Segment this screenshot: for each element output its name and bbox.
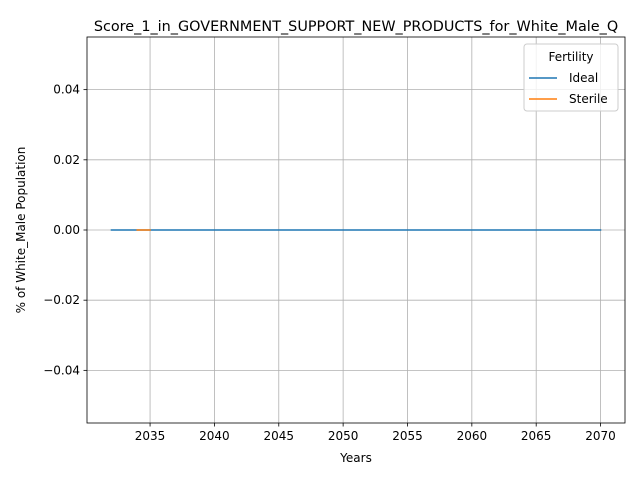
y-tick-label: −0.02: [43, 293, 80, 307]
x-axis-label: Years: [339, 451, 372, 465]
chart-title: Score_1_in_GOVERNMENT_SUPPORT_NEW_PRODUC…: [94, 19, 618, 35]
x-axis-ticks: 2035 2040 2045 2050 2055 2060 2065 2070: [135, 423, 616, 443]
x-tick-label: 2045: [264, 429, 295, 443]
x-tick-label: 2060: [457, 429, 488, 443]
legend-label-sterile: Sterile: [569, 92, 608, 106]
x-tick-label: 2055: [392, 429, 423, 443]
y-tick-label: 0.02: [53, 153, 80, 167]
x-tick-label: 2035: [135, 429, 166, 443]
y-axis-label: % of White_Male Population: [14, 147, 28, 314]
y-axis-ticks: −0.04 −0.02 0.00 0.02 0.04: [43, 83, 87, 377]
legend-title: Fertility: [548, 50, 593, 64]
legend-label-ideal: Ideal: [569, 71, 598, 85]
y-tick-label: −0.04: [43, 363, 80, 377]
x-tick-label: 2040: [199, 429, 230, 443]
legend-box: [523, 43, 619, 112]
legend: Fertility Ideal Sterile: [523, 43, 619, 112]
y-tick-label: 0.04: [53, 83, 80, 97]
x-tick-label: 2070: [585, 429, 616, 443]
x-tick-label: 2065: [521, 429, 552, 443]
legend-entries: Ideal Sterile: [529, 71, 608, 106]
y-tick-label: 0.00: [53, 223, 80, 237]
x-tick-label: 2050: [328, 429, 359, 443]
